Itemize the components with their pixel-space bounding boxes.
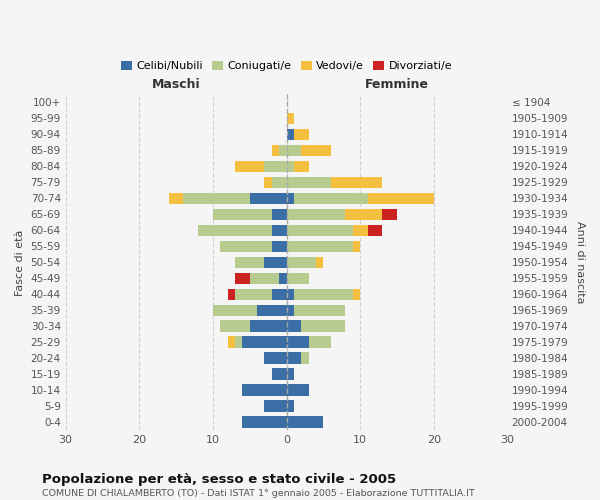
Bar (250, 192, 287, 204)
Bar (287, 208, 346, 220)
Bar (279, 144, 287, 156)
Bar (353, 224, 368, 236)
Y-axis label: Fasce di età: Fasce di età (15, 229, 25, 296)
Bar (227, 336, 235, 348)
Bar (287, 368, 294, 380)
Bar (272, 144, 279, 156)
Bar (316, 256, 323, 268)
Bar (265, 352, 287, 364)
Bar (287, 160, 294, 172)
Bar (279, 272, 287, 284)
Bar (368, 224, 382, 236)
Bar (213, 208, 272, 220)
Bar (242, 416, 287, 428)
Bar (287, 176, 331, 188)
Bar (308, 336, 331, 348)
Bar (301, 320, 346, 332)
Text: Femmine: Femmine (365, 78, 429, 92)
Bar (287, 144, 301, 156)
Bar (287, 400, 294, 412)
Bar (272, 368, 287, 380)
Bar (235, 288, 272, 300)
Bar (287, 336, 308, 348)
Bar (169, 192, 184, 204)
Legend: Celibi/Nubili, Coniugati/e, Vedovi/e, Divorziati/e: Celibi/Nubili, Coniugati/e, Vedovi/e, Di… (116, 56, 457, 76)
Bar (235, 272, 250, 284)
Bar (220, 240, 272, 252)
Bar (287, 320, 301, 332)
Y-axis label: Anni di nascita: Anni di nascita (575, 221, 585, 304)
Text: COMUNE DI CHIALAMBERTO (TO) - Dati ISTAT 1° gennaio 2005 - Elaborazione TUTTITAL: COMUNE DI CHIALAMBERTO (TO) - Dati ISTAT… (42, 489, 475, 498)
Bar (287, 224, 353, 236)
Bar (287, 272, 308, 284)
Bar (287, 112, 294, 124)
Bar (294, 192, 368, 204)
Bar (272, 176, 287, 188)
Bar (294, 160, 308, 172)
Bar (257, 304, 287, 316)
Bar (250, 320, 287, 332)
Bar (265, 176, 272, 188)
Bar (265, 256, 287, 268)
Bar (198, 224, 272, 236)
Bar (353, 240, 360, 252)
Bar (368, 192, 434, 204)
Bar (287, 192, 294, 204)
Bar (287, 416, 323, 428)
Bar (287, 256, 316, 268)
Bar (346, 208, 382, 220)
Bar (287, 240, 353, 252)
Bar (353, 288, 360, 300)
Bar (382, 208, 397, 220)
Bar (272, 208, 287, 220)
Bar (287, 128, 294, 140)
Bar (272, 224, 287, 236)
Bar (287, 352, 301, 364)
Bar (213, 304, 257, 316)
Bar (294, 288, 353, 300)
Bar (242, 384, 287, 396)
Bar (272, 288, 287, 300)
Bar (227, 288, 235, 300)
Bar (287, 384, 308, 396)
Bar (250, 272, 279, 284)
Bar (184, 192, 250, 204)
Bar (287, 288, 294, 300)
Bar (235, 256, 265, 268)
Bar (220, 320, 250, 332)
Bar (301, 144, 331, 156)
Bar (287, 304, 294, 316)
Bar (294, 128, 308, 140)
Bar (265, 400, 287, 412)
Bar (294, 304, 346, 316)
Bar (235, 336, 242, 348)
Bar (235, 160, 265, 172)
Bar (301, 352, 308, 364)
Bar (272, 240, 287, 252)
Bar (331, 176, 382, 188)
Text: Maschi: Maschi (152, 78, 200, 92)
Text: Popolazione per età, sesso e stato civile - 2005: Popolazione per età, sesso e stato civil… (42, 472, 396, 486)
Bar (242, 336, 287, 348)
Bar (265, 160, 287, 172)
